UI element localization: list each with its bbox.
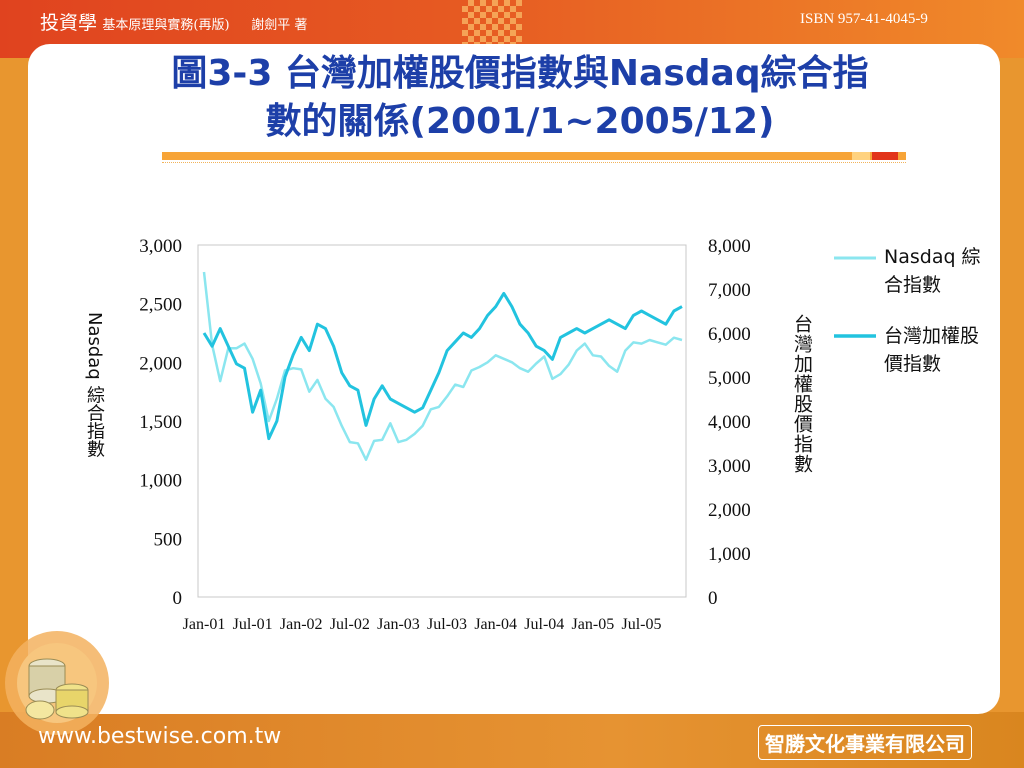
right-axis-label: 台灣加權股價指數 xyxy=(791,314,813,474)
right-tick-label: 5,000 xyxy=(708,368,751,389)
book-subtitle: 基本原理與實務(再版) xyxy=(102,18,230,33)
x-tick-label: Jul-05 xyxy=(621,616,661,633)
right-tick-label: 2,000 xyxy=(708,500,751,521)
left-tick-label: 0 xyxy=(173,588,183,609)
left-axis-label: Nasdaq 綜合指數 xyxy=(84,312,105,458)
title-underline-accent-red xyxy=(872,152,898,160)
title-underline-accent-yellow xyxy=(852,152,870,160)
right-axis-ticks: 0 1,000 2,000 3,000 4,000 5,000 6,000 7,000 8,00… xyxy=(708,236,751,609)
right-tick-label: 8,000 xyxy=(708,236,751,257)
left-tick-label: 500 xyxy=(154,529,183,550)
x-tick-label: Jul-02 xyxy=(330,616,370,633)
x-tick-label: Jul-04 xyxy=(524,616,564,633)
right-tick-label: 1,000 xyxy=(708,544,751,565)
x-tick-label: Jan-01 xyxy=(183,616,226,633)
legend-label-nasdaq: Nasdaq 綜合指數 xyxy=(884,246,981,296)
left-tick-label: 1,500 xyxy=(139,412,182,433)
header-pattern xyxy=(462,0,522,48)
legend-label-taiex: 台灣加權股價指數 xyxy=(884,325,980,375)
series-line-nasdaq xyxy=(202,271,683,461)
title-underline xyxy=(162,152,906,160)
isbn-label: ISBN 957-41-4045-9 xyxy=(800,11,928,27)
x-axis-ticks: Jan-01 Jul-01 Jan-02 Jul-02 Jan-03 Jul-03 Jan-… xyxy=(183,616,662,633)
title-dotted-line xyxy=(162,162,906,163)
coins-logo-icon xyxy=(5,631,109,735)
right-tick-label: 3,000 xyxy=(708,456,751,477)
book-header: 投資學 基本原理與實務(再版) 謝劍平 著 xyxy=(40,8,307,35)
x-tick-label: Jul-01 xyxy=(233,616,273,633)
right-tick-label: 6,000 xyxy=(708,324,751,345)
slide-title-line1: 圖3-3 台灣加權股價指數與Nasdaq綜合指 xyxy=(171,53,869,94)
x-tick-label: Jan-02 xyxy=(280,616,323,633)
series-line-taiex xyxy=(202,291,683,441)
legend-swatches xyxy=(834,256,876,338)
slide-title: 圖3-3 台灣加權股價指數與Nasdaq綜合指 數的關係(2001/1~2005… xyxy=(70,50,970,146)
right-tick-label: 0 xyxy=(708,588,718,609)
website-url[interactable]: www.bestwise.com.tw xyxy=(38,724,282,749)
left-tick-label: 1,000 xyxy=(139,471,182,492)
left-tick-label: 3,000 xyxy=(139,236,182,257)
x-tick-label: Jan-03 xyxy=(377,616,420,633)
x-tick-label: Jul-03 xyxy=(427,616,467,633)
x-tick-label: Jan-05 xyxy=(572,616,615,633)
book-author: 謝劍平 著 xyxy=(251,18,308,33)
slide-title-line2: 數的關係(2001/1~2005/12) xyxy=(265,101,775,142)
plot-area xyxy=(197,244,687,598)
right-tick-label: 7,000 xyxy=(708,280,751,301)
left-axis-ticks: 0 500 1,000 1,500 2,000 2,500 3,000 xyxy=(139,236,182,609)
publisher-name: 智勝文化事業有限公司 xyxy=(758,725,972,760)
book-title: 投資學 xyxy=(40,12,98,34)
series-lines xyxy=(202,271,683,461)
right-tick-label: 4,000 xyxy=(708,412,751,433)
left-tick-label: 2,000 xyxy=(139,353,182,374)
x-tick-label: Jan-04 xyxy=(474,616,517,633)
left-tick-label: 2,500 xyxy=(139,295,182,316)
footer-band xyxy=(0,712,1024,768)
